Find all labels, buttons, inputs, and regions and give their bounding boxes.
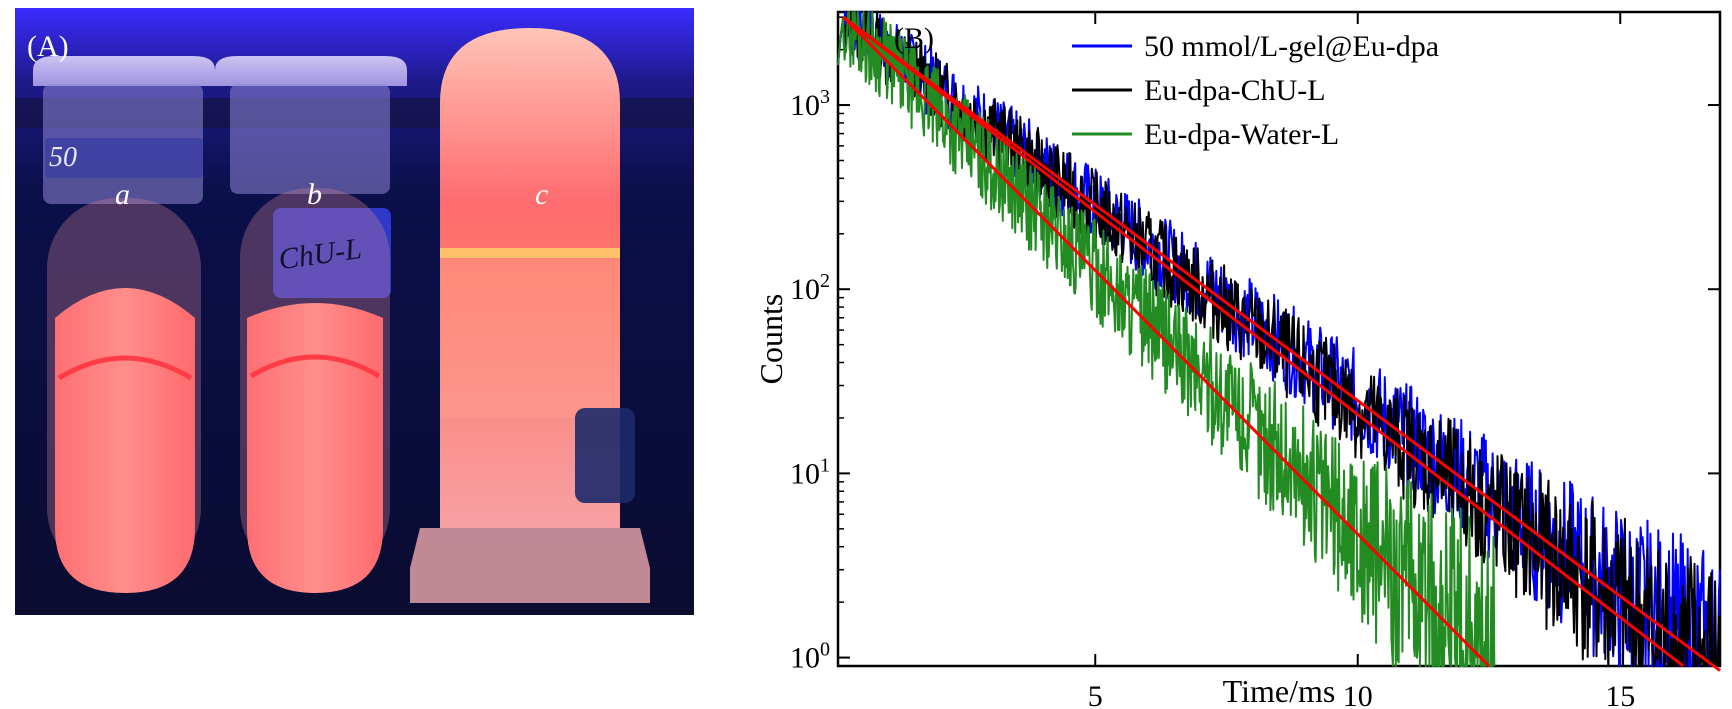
tube-c — [410, 28, 650, 603]
series-line-3 — [837, 11, 1496, 667]
y-tick-label: 101 — [790, 454, 830, 490]
tube-b: ChU-L — [215, 56, 407, 593]
series-group — [837, 11, 1721, 667]
tube-b-label: b — [307, 178, 322, 211]
legend-label-3: Eu-dpa-Water-L — [1144, 118, 1339, 151]
x-tick-label: 10 — [1343, 680, 1373, 709]
series-line-2 — [837, 11, 1721, 667]
x-axis-label: Time/ms — [1223, 673, 1336, 709]
y-tick-label: 100 — [790, 639, 830, 675]
x-tick-label: 5 — [1088, 680, 1103, 709]
axis-ticks: 5 10 15 100 101 102 103 — [790, 12, 1720, 709]
tube-a-label: a — [115, 178, 130, 211]
tube-a-tag-text: 50 — [49, 142, 77, 173]
fit-chu-line — [842, 15, 1685, 668]
y-axis-label: Counts — [760, 294, 789, 385]
chart-panel-label: (B) — [894, 22, 934, 55]
photo-panel-label: (A) — [27, 30, 69, 63]
chart-panel: 5 10 15 100 101 102 103 50 mmol/L-gel@Eu-dpa Eu… — [760, 10, 1722, 709]
fit-water-line — [842, 16, 1491, 668]
fit-gel-line — [842, 15, 1721, 672]
y-tick-label: 103 — [790, 86, 830, 122]
legend: 50 mmol/L-gel@Eu-dpa Eu-dpa-ChU-L Eu-dpa-W… — [1072, 30, 1439, 151]
tube-c-label: c — [535, 178, 548, 211]
legend-label-1: 50 mmol/L-gel@Eu-dpa — [1144, 30, 1439, 63]
y-tick-label: 102 — [790, 270, 830, 306]
legend-label-2: Eu-dpa-ChU-L — [1144, 74, 1326, 107]
photo-panel: 50 ChU-L (A) a b c — [15, 8, 694, 615]
tube-a: 50 — [33, 56, 215, 593]
x-tick-label: 15 — [1605, 680, 1635, 709]
fit-group — [842, 15, 1721, 672]
